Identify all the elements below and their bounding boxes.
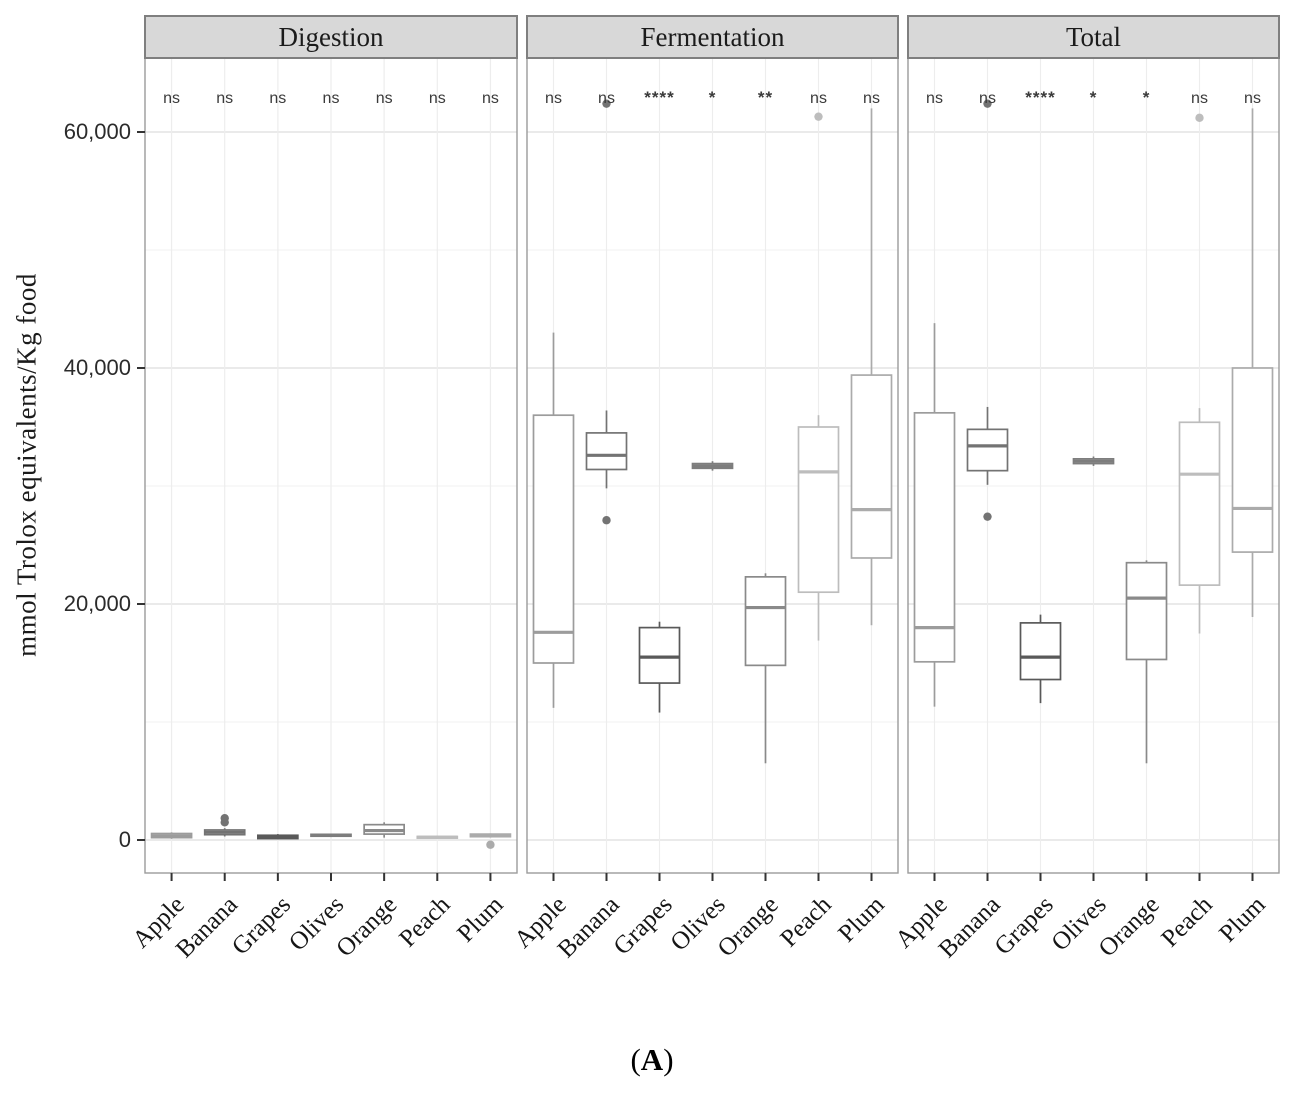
y-tick-label: 60,000 (64, 119, 131, 144)
significance-label: ns (863, 90, 880, 107)
significance-label: ns (429, 90, 446, 107)
significance-label: ns (376, 90, 393, 107)
box-apple (532, 414, 575, 664)
significance-label: * (709, 88, 717, 107)
x-category-label: Orange (331, 891, 402, 962)
x-category-label: Peach (394, 891, 456, 953)
caption-paren-close: ) (663, 1042, 674, 1077)
x-category-label: Orange (1094, 891, 1165, 962)
outlier-point (983, 512, 992, 521)
significance-label: ns (163, 90, 180, 107)
significance-label: ns (1244, 90, 1261, 107)
x-category-label: Plum (1214, 891, 1271, 948)
significance-label: ns (926, 90, 943, 107)
outlier-point (983, 99, 992, 108)
facet-strip-title: Fermentation (641, 22, 785, 52)
outlier-point (602, 516, 611, 525)
x-category-label: Plum (833, 891, 890, 948)
outlier-point (602, 99, 611, 108)
box-orange (1125, 561, 1168, 661)
y-tick-label: 40,000 (64, 355, 131, 380)
facet-strip (144, 15, 518, 59)
facet-strip-title: Total (1066, 22, 1121, 52)
outlier-point (814, 112, 823, 121)
significance-label: ** (758, 88, 773, 107)
box-peach (1178, 421, 1221, 586)
significance-label: ns (810, 90, 827, 107)
x-category-label: Grapes (609, 891, 678, 960)
significance-label: ns (269, 90, 286, 107)
box-apple (913, 411, 956, 663)
box-peach (797, 426, 840, 594)
x-category-label: Peach (1156, 891, 1218, 953)
significance-label: ns (979, 90, 996, 107)
facet-strip-title: Digestion (279, 22, 384, 52)
outlier-point (486, 840, 495, 849)
box-banana (585, 432, 628, 471)
significance-label: **** (1025, 88, 1055, 107)
figure-caption: (A) (630, 1042, 673, 1078)
caption-paren-open: ( (630, 1042, 641, 1077)
significance-label: ns (1191, 90, 1208, 107)
x-category-label: Banana (171, 891, 243, 963)
box-orange (744, 576, 787, 667)
box-plum (850, 374, 893, 559)
significance-label: * (1090, 88, 1098, 107)
significance-label: ns (482, 90, 499, 107)
x-category-label: Peach (775, 891, 837, 953)
facet-strip (907, 15, 1280, 59)
caption-letter: A (640, 1042, 664, 1077)
x-category-label: Plum (452, 891, 509, 948)
outlier-point (1195, 113, 1204, 123)
x-category-label: Grapes (990, 891, 1059, 960)
significance-label: ns (598, 90, 615, 107)
significance-label: ns (216, 90, 233, 107)
significance-label: * (1143, 88, 1151, 107)
box-banana (966, 428, 1009, 472)
box-plum (1231, 367, 1274, 553)
significance-label: ns (323, 90, 340, 107)
box-grapes (638, 626, 681, 684)
facet-strip (526, 15, 899, 59)
y-tick-label: 0 (119, 827, 131, 852)
box-grapes (1019, 622, 1062, 681)
outlier-point (220, 813, 229, 823)
significance-label: **** (644, 88, 674, 107)
significance-label: ns (545, 90, 562, 107)
y-tick-label: 20,000 (64, 591, 131, 616)
x-category-label: Grapes (227, 891, 296, 960)
y-axis-title: mmol Trolox equivalents/Kg food (11, 273, 42, 657)
x-category-label: Orange (713, 891, 784, 962)
